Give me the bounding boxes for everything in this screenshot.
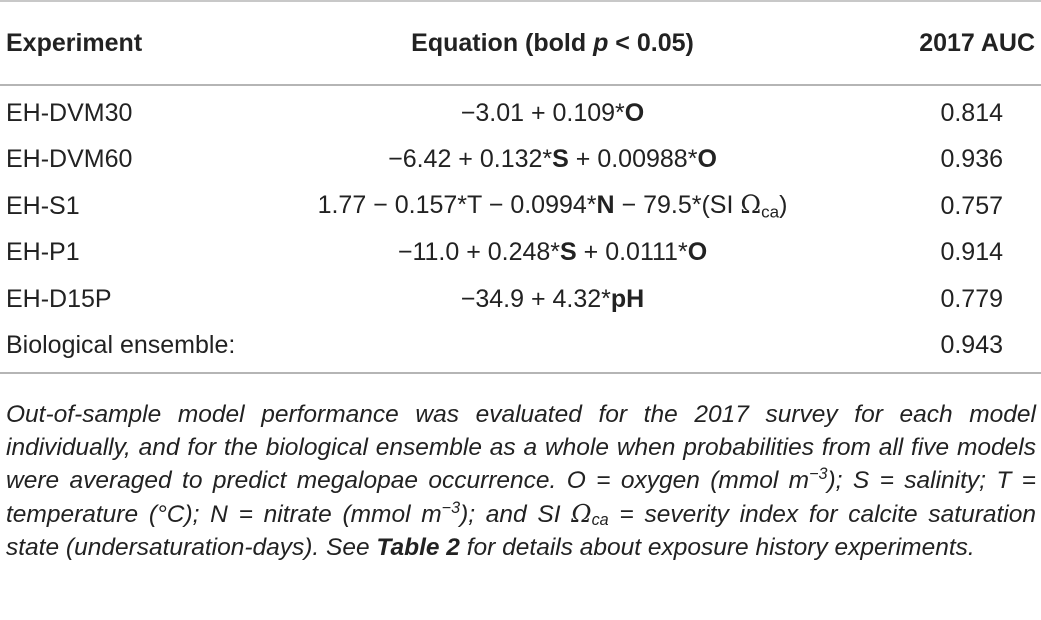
table-row: EH-DVM30 −3.01 + 0.109*O 0.814 [0,85,1041,137]
auc-cell: 0.779 [940,284,1003,313]
omega-subscript: ca [591,511,609,530]
omega-symbol: Ω [571,499,592,528]
equation-cell: 1.77 − 0.157*T − 0.0994*N − 79.5*(SI Ωca… [215,183,870,230]
equation-text: + 0.0111* [576,238,688,267]
equation-variable: O [624,98,645,127]
auc-cell: 0.936 [940,145,1003,174]
equation-cell: −11.0 + 0.248*S + 0.0111*O [215,230,870,277]
table-row: EH-P1 −11.0 + 0.248*S + 0.0111*O 0.914 [0,230,1041,277]
omega-subscript: ca [761,202,780,222]
auc-cell: 0.757 [940,191,1003,220]
equation-variable: S [560,238,577,267]
table-row: EH-S1 1.77 − 0.157*T − 0.0994*N − 79.5*(… [0,183,1041,230]
header-equation-text: Equation (bold [411,28,594,57]
table-body: EH-DVM30 −3.01 + 0.109*O 0.814 EH-DVM60 … [0,85,1041,374]
equation-text: −11.0 + 0.248* [397,238,561,267]
header-auc: 2017 AUC [870,0,1041,86]
equation-text: 1.77 − 0.157*T − 0.0994* [317,191,597,220]
experiment-cell: EH-S1 [6,191,80,220]
footnote-text: Out-of-sample model performance was eval… [6,401,1036,494]
equation-variable: O [697,145,717,174]
auc-cell: 0.943 [870,322,1041,374]
experiment-cell: EH-DVM30 [6,98,133,127]
header-equation-rest: < 0.05) [608,28,694,57]
omega-symbol: Ω [740,190,762,220]
header-equation: Equation (bold p < 0.05) [215,0,870,86]
model-performance-table: Experiment Equation (bold p < 0.05) 2017… [0,0,1041,374]
footnote-superscript: −3 [809,465,828,484]
equation-cell [215,322,870,374]
table-header: Experiment Equation (bold p < 0.05) 2017… [0,0,1041,86]
equation-variable: pH [610,284,645,313]
equation-text: + 0.00988* [568,145,698,174]
table-footnote: Out-of-sample model performance was eval… [6,398,1036,564]
equation-text: −6.42 + 0.132* [388,145,553,174]
experiment-cell: Biological ensemble: [0,322,235,374]
table-row: Biological ensemble: 0.943 [0,322,1041,374]
footnote-superscript: −3 [441,499,461,518]
experiment-cell: EH-DVM60 [6,145,133,174]
equation-text: − 79.5*(SI [614,191,741,220]
equation-text: −34.9 + 4.32* [460,284,611,313]
equation-variable: N [596,191,615,220]
auc-cell: 0.914 [940,238,1003,267]
equation-variable: S [552,145,569,174]
table-row: EH-D15P −34.9 + 4.32*pH 0.779 [0,276,1041,323]
experiment-cell: EH-P1 [6,238,80,267]
equation-cell: −34.9 + 4.32*pH [215,276,870,323]
table-row: EH-DVM60 −6.42 + 0.132*S + 0.00988*O 0.9… [0,137,1041,184]
equation-cell: −6.42 + 0.132*S + 0.00988*O [215,137,870,184]
header-equation-p: p [593,28,609,57]
experiment-cell: EH-D15P [6,284,112,313]
equation-text: −3.01 + 0.109* [460,98,625,127]
header-row: Experiment Equation (bold p < 0.05) 2017… [0,0,1041,86]
table-2-reference: Table 2 [376,534,460,561]
auc-cell: 0.814 [940,98,1003,127]
equation-variable: O [687,238,708,267]
footnote-text: = severity index for calcite saturation … [6,501,1036,561]
equation-text: ) [779,191,788,220]
equation-cell: −3.01 + 0.109*O [215,85,870,137]
footnote-text: for details about exposure history exper… [459,534,975,561]
footnote-text: ); and SI [460,501,572,528]
footnote-text: ); S = salinity; T = temperature (°C); N… [6,467,1036,528]
header-experiment: Experiment [0,0,215,86]
